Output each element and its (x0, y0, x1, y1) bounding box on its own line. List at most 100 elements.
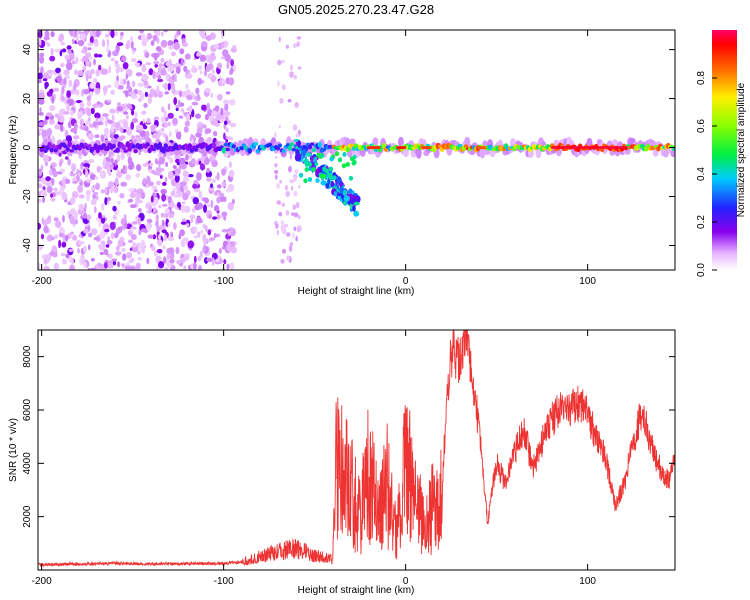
noise-speck (94, 53, 99, 58)
noise-speck (101, 39, 106, 48)
noise-speck (139, 92, 145, 101)
noise-speck (73, 89, 79, 95)
noise-speck (186, 94, 193, 101)
noise-speck (195, 113, 201, 119)
noise-speck (130, 40, 134, 50)
noise-speck (143, 80, 149, 86)
noise-speck (114, 31, 118, 37)
noise-speck (86, 95, 91, 102)
noise-speck (225, 136, 232, 140)
x-tick-label: 0 (403, 276, 409, 287)
noise-speck (148, 96, 152, 104)
carrier-mark (309, 142, 315, 146)
noise-speck (50, 31, 55, 38)
noise-speck (47, 69, 54, 74)
noise-speck (52, 253, 58, 258)
noise-speck (54, 220, 62, 228)
noise-speck (40, 66, 44, 75)
noise-speck (200, 31, 206, 40)
noise-speck (78, 241, 85, 245)
noise-speck (214, 105, 220, 112)
carrier-mark (163, 143, 168, 149)
x-tick-label: 100 (579, 276, 596, 287)
branch-mark (302, 152, 306, 158)
noise-speck (199, 250, 203, 258)
noise-speck (278, 124, 281, 129)
noise-speck (135, 72, 143, 77)
x-tick-label: -200 (32, 576, 52, 587)
noise-speck (161, 229, 167, 234)
snr-y-axis-label: SNR (10 * v/v) (8, 418, 19, 482)
noise-speck (126, 266, 131, 270)
noise-speck (107, 119, 112, 123)
noise-speck (95, 30, 101, 38)
carrier-peak (481, 146, 487, 150)
noise-speck (106, 45, 109, 55)
noise-speck (156, 170, 161, 175)
noise-speck (193, 255, 197, 263)
noise-speck (95, 69, 100, 77)
noise-speck (53, 217, 59, 222)
noise-speck (209, 115, 215, 122)
noise-speck (180, 221, 187, 225)
noise-speck (193, 188, 200, 193)
carrier-mark (93, 143, 98, 149)
carrier-mark (67, 140, 72, 148)
noise-speck (145, 130, 150, 139)
noise-speck (123, 111, 129, 115)
noise-speck (195, 159, 199, 166)
noise-speck (128, 239, 133, 243)
noise-speck (165, 73, 169, 81)
noise-speck (151, 245, 156, 251)
noise-speck (274, 170, 279, 174)
noise-speck (69, 264, 75, 270)
noise-speck (159, 63, 165, 67)
noise-speck (211, 178, 216, 184)
noise-speck (85, 73, 89, 82)
noise-speck (178, 190, 182, 198)
noise-speck (49, 88, 54, 93)
branch-mark (341, 163, 347, 169)
noise-speck (152, 207, 157, 213)
noise-speck (47, 234, 53, 241)
noise-speck (193, 235, 198, 239)
noise-speck (179, 90, 182, 98)
noise-speck (85, 120, 91, 126)
noise-speck (285, 210, 290, 216)
noise-speck (125, 115, 129, 120)
noise-speck (163, 30, 168, 33)
noise-speck (93, 191, 99, 196)
noise-speck (96, 101, 101, 105)
noise-speck (131, 234, 137, 241)
noise-speck (181, 201, 186, 205)
noise-speck (153, 189, 158, 193)
noise-speck (160, 57, 165, 63)
noise-speck (58, 239, 62, 249)
x-tick-label: 100 (579, 576, 596, 587)
noise-speck (279, 179, 282, 184)
branch-mark (304, 167, 309, 173)
noise-speck (180, 205, 186, 213)
noise-speck (131, 80, 136, 88)
noise-speck (50, 197, 56, 202)
noise-speck (185, 113, 191, 122)
noise-speck (179, 48, 185, 55)
noise-speck (293, 226, 297, 231)
noise-speck (167, 221, 171, 228)
noise-speck (221, 228, 229, 233)
colorbar: 0.0 0.2 0.4 0.6 0.8 Normalized spectral ampl… (696, 30, 747, 277)
noise-speck (38, 112, 44, 116)
noise-speck (167, 236, 174, 241)
noise-speck (103, 248, 109, 256)
carrier-halo (670, 150, 675, 158)
branch-mark (328, 166, 334, 172)
noise-speck (156, 85, 160, 94)
noise-speck (43, 72, 49, 80)
noise-speck (43, 36, 50, 41)
noise-speck (168, 213, 175, 219)
noise-speck (130, 135, 135, 141)
spectrogram-frame (37, 29, 676, 271)
noise-speck (231, 198, 235, 205)
noise-speck (59, 160, 62, 167)
noise-speck (106, 38, 110, 47)
